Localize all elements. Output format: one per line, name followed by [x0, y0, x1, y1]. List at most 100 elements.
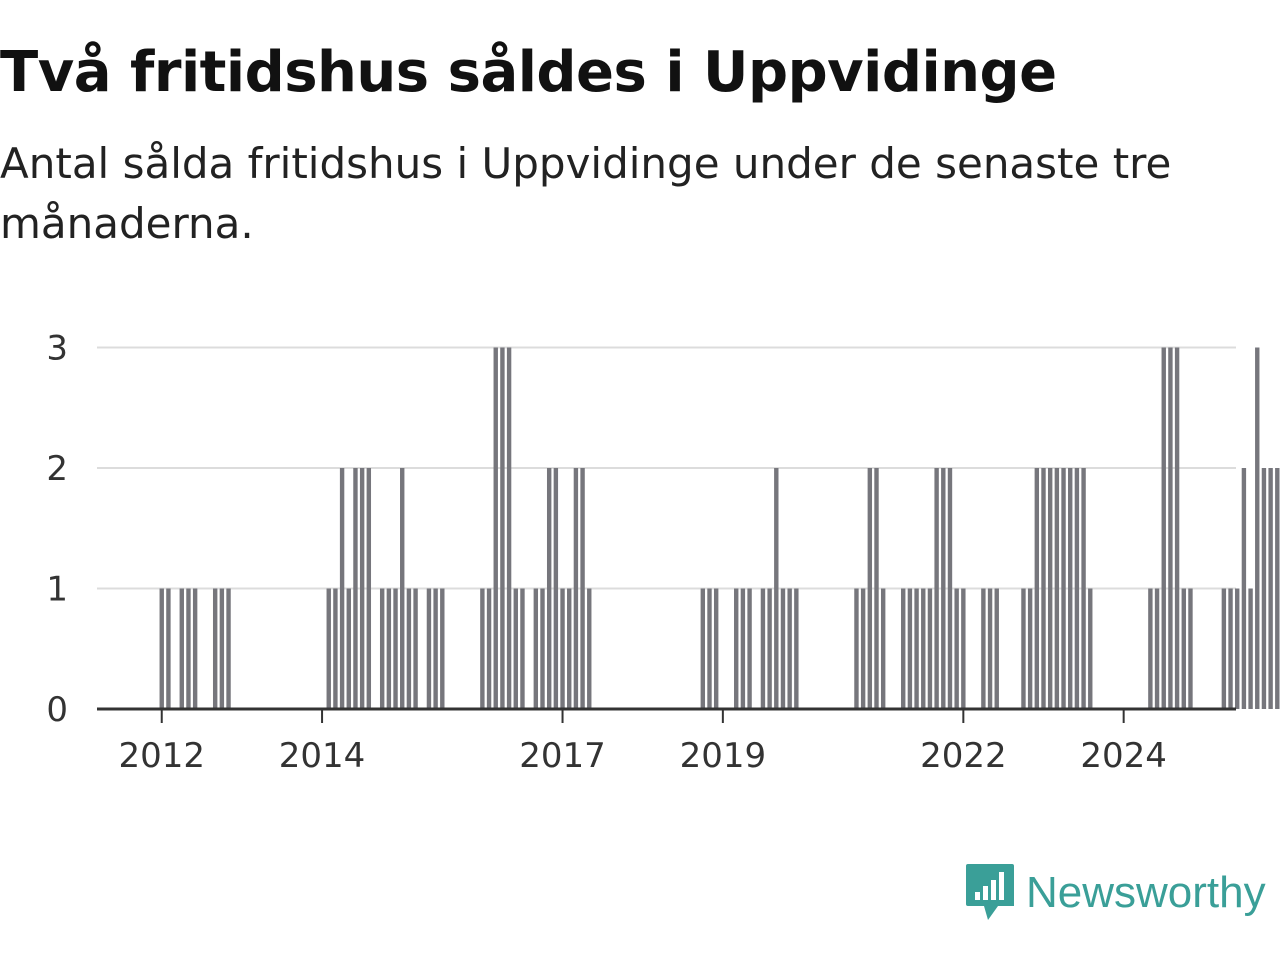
- x-tick-label: 2014: [279, 736, 366, 776]
- bar: [1228, 588, 1233, 709]
- bar: [1221, 588, 1227, 709]
- bar: [192, 588, 198, 709]
- bar: [1161, 347, 1166, 709]
- bar: [1174, 347, 1180, 709]
- bar: [159, 588, 164, 709]
- bar: [1168, 347, 1173, 709]
- bar: [219, 588, 225, 709]
- chart-subtitle: Antal sålda fritidshus i Uppvidinge unde…: [0, 139, 1172, 248]
- bar: [413, 588, 418, 709]
- bar: [1188, 588, 1193, 709]
- bar: [1027, 588, 1033, 709]
- brand-name: Newsworthy: [1026, 868, 1266, 917]
- bar: [934, 468, 939, 709]
- bar: [1088, 588, 1093, 709]
- bar: [506, 347, 512, 709]
- bar: [1034, 468, 1040, 709]
- bar: [186, 588, 191, 709]
- bar: [567, 588, 572, 709]
- bar: [400, 468, 405, 709]
- bar: [713, 588, 719, 709]
- bar: [560, 588, 565, 709]
- bar: [941, 468, 946, 709]
- bar: [580, 468, 585, 709]
- y-tick-label: 1: [46, 570, 68, 610]
- bar: [740, 588, 746, 709]
- x-tick-label: 2019: [680, 736, 767, 776]
- bar: [747, 588, 752, 709]
- bar: [1021, 588, 1026, 709]
- bar: [346, 588, 351, 709]
- bar: [359, 468, 365, 709]
- bar: [433, 588, 438, 709]
- bar: [927, 588, 933, 709]
- bar: [1081, 468, 1086, 709]
- bar: [854, 588, 859, 709]
- bar: [166, 588, 171, 709]
- bar: [794, 588, 799, 709]
- bar: [1255, 347, 1260, 709]
- bar: [179, 588, 184, 709]
- bar: [546, 468, 552, 709]
- bar: [880, 588, 886, 709]
- bar: [553, 468, 559, 709]
- bar: [1235, 588, 1240, 709]
- bar: [1241, 468, 1247, 709]
- bar: [440, 588, 445, 709]
- bar: [1275, 468, 1280, 709]
- bar: [981, 588, 986, 709]
- bar: [1154, 588, 1160, 709]
- bar: [587, 588, 592, 709]
- x-tick-label: 2024: [1080, 736, 1167, 776]
- bar: [760, 588, 766, 709]
- bar: [921, 588, 926, 709]
- bar: [774, 468, 779, 709]
- bar: [480, 588, 485, 709]
- bar: [500, 347, 505, 709]
- bar: [1261, 468, 1267, 709]
- bar: [1068, 468, 1073, 709]
- x-axis-ticks: 2012 2014 2017 2019 2022 2024: [118, 709, 1167, 776]
- bar: [1268, 468, 1273, 709]
- bar: [386, 588, 392, 709]
- grid-lines: [97, 346, 1236, 590]
- bar: [901, 588, 906, 709]
- bar: [540, 588, 545, 709]
- bar: [493, 347, 498, 709]
- bar: [1041, 468, 1046, 709]
- bar: [353, 468, 358, 709]
- bar: [787, 588, 792, 709]
- bar: [226, 588, 231, 709]
- bar: [874, 468, 879, 709]
- x-tick-label: 2022: [920, 736, 1007, 776]
- bar: [406, 588, 412, 709]
- newsworthy-logo-icon: [966, 864, 1014, 920]
- bar: [867, 468, 873, 709]
- bar: [326, 588, 331, 709]
- bar: [987, 588, 993, 709]
- chart-title: Två fritidshus såldes i Uppvidinge: [0, 40, 1057, 105]
- x-tick-label: 2017: [519, 736, 606, 776]
- bar: [573, 468, 579, 709]
- bar: [907, 588, 913, 709]
- bar: [954, 588, 959, 709]
- bar: [1074, 468, 1080, 709]
- bar: [333, 588, 338, 709]
- bar: [914, 588, 919, 709]
- bar: [734, 588, 739, 709]
- bar: [961, 588, 966, 709]
- bar: [520, 588, 525, 709]
- bar: [212, 588, 218, 709]
- bar: [513, 588, 518, 709]
- bar: [860, 588, 866, 709]
- bar: [393, 588, 398, 709]
- bar: [339, 468, 345, 709]
- bars: [159, 347, 1280, 709]
- bar: [1181, 588, 1186, 709]
- bar: [533, 588, 539, 709]
- bar: [486, 588, 492, 709]
- bar: [1148, 588, 1153, 709]
- y-tick-label: 2: [46, 449, 68, 489]
- bar: [780, 588, 786, 709]
- y-axis-ticks: 0 1 2 3: [46, 329, 68, 731]
